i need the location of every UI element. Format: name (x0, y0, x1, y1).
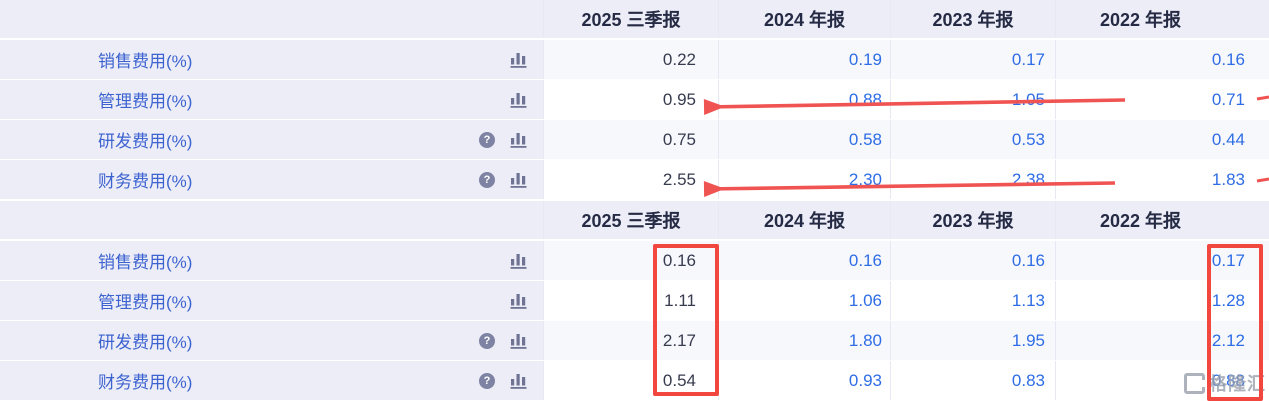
value-cell: 0.54 (543, 361, 718, 400)
table-row: 销售费用(%) 0.16 0.16 0.16 0.17 (0, 241, 1269, 281)
row-label-cell: 销售费用(%) (0, 241, 543, 280)
value-cell: 0.17 (1055, 241, 1269, 280)
bar-chart-icon[interactable] (510, 292, 527, 309)
expense-ratio-table-2: 2025 三季报 2024 年报 2023 年报 2022 年报销售费用(%) 0.16… (0, 201, 1269, 401)
header-corner-cell (0, 201, 543, 239)
table-row: 管理费用(%) 1.11 1.06 1.13 1.28 (0, 281, 1269, 321)
expense-ratio-table-1: 2025 三季报 2024 年报 2023 年报 2022 年报销售费用(%) 0.22… (0, 0, 1269, 200)
value-cell: 2.30 (718, 160, 890, 199)
value-cell: 0.16 (718, 241, 890, 280)
bar-chart-icon[interactable] (510, 171, 527, 188)
row-label-cell: 财务费用(%)? (0, 160, 543, 199)
value-cell: 2.38 (890, 160, 1055, 199)
table-header-row: 2025 三季报 2024 年报 2023 年报 2022 年报 (0, 0, 1269, 40)
row-label: 研发费用(%) (98, 132, 193, 151)
bar-chart-icon[interactable] (510, 131, 527, 148)
table-row: 研发费用(%)? 0.75 0.58 0.53 0.44 (0, 120, 1269, 160)
column-header: 2024 年报 (718, 0, 890, 38)
bar-chart-icon[interactable] (510, 51, 527, 68)
row-label: 销售费用(%) (98, 52, 193, 71)
value-cell: 2.17 (543, 321, 718, 360)
help-icon[interactable]: ? (479, 131, 495, 148)
row-label-cell: 研发费用(%)? (0, 120, 543, 159)
value-cell: 0.22 (543, 40, 718, 79)
column-header: 2024 年报 (718, 201, 890, 239)
value-cell: 1.28 (1055, 281, 1269, 320)
value-cell: 2.12 (1055, 321, 1269, 360)
table-row: 财务费用(%)? 2.55 2.30 2.38 1.83 (0, 160, 1269, 200)
value-cell: 0.93 (718, 361, 890, 400)
bar-chart-icon[interactable] (510, 91, 527, 108)
value-cell: 0.58 (718, 120, 890, 159)
table-row: 销售费用(%) 0.22 0.19 0.17 0.16 (0, 40, 1269, 80)
row-label-cell: 管理费用(%) (0, 80, 543, 119)
value-cell: 0.53 (890, 120, 1055, 159)
value-cell: 1.83 (1055, 160, 1269, 199)
value-cell: 2.55 (543, 160, 718, 199)
value-cell: 0.16 (1055, 40, 1269, 79)
value-cell: 0.88 (718, 80, 890, 119)
column-header: 2022 年报 (1055, 201, 1269, 239)
header-corner-cell (0, 0, 543, 38)
value-cell: 1.13 (890, 281, 1055, 320)
help-icon[interactable]: ? (479, 372, 495, 389)
value-cell: 0.88 (1055, 361, 1269, 400)
value-cell: 1.11 (543, 281, 718, 320)
bar-chart-icon[interactable] (510, 372, 527, 389)
row-label-cell: 研发费用(%)? (0, 321, 543, 360)
value-cell: 0.83 (890, 361, 1055, 400)
value-cell: 0.75 (543, 120, 718, 159)
value-cell: 1.80 (718, 321, 890, 360)
value-cell: 0.19 (718, 40, 890, 79)
column-header: 2023 年报 (890, 201, 1055, 239)
value-cell: 0.44 (1055, 120, 1269, 159)
row-label: 研发费用(%) (98, 333, 193, 352)
help-icon[interactable]: ? (479, 332, 495, 349)
row-label: 财务费用(%) (98, 172, 193, 191)
column-header: 2025 三季报 (543, 0, 718, 38)
table-row: 研发费用(%)? 2.17 1.80 1.95 2.12 (0, 321, 1269, 361)
value-cell: 1.06 (718, 281, 890, 320)
row-label-cell: 销售费用(%) (0, 40, 543, 79)
table-row: 财务费用(%)? 0.54 0.93 0.83 0.88 (0, 361, 1269, 401)
row-label-cell: 管理费用(%) (0, 281, 543, 320)
column-header: 2022 年报 (1055, 0, 1269, 38)
row-label: 财务费用(%) (98, 373, 193, 392)
row-label-cell: 财务费用(%)? (0, 361, 543, 400)
row-label: 销售费用(%) (98, 253, 193, 272)
column-header: 2025 三季报 (543, 201, 718, 239)
column-header: 2023 年报 (890, 0, 1055, 38)
table-row: 管理费用(%) 0.95 0.88 1.05 0.71 (0, 80, 1269, 120)
row-label: 管理费用(%) (98, 92, 193, 111)
value-cell: 0.95 (543, 80, 718, 119)
value-cell: 0.71 (1055, 80, 1269, 119)
value-cell: 0.17 (890, 40, 1055, 79)
row-label: 管理费用(%) (98, 293, 193, 312)
bar-chart-icon[interactable] (510, 332, 527, 349)
value-cell: 1.95 (890, 321, 1055, 360)
value-cell: 0.16 (890, 241, 1055, 280)
value-cell: 1.05 (890, 80, 1055, 119)
bar-chart-icon[interactable] (510, 252, 527, 269)
value-cell: 0.16 (543, 241, 718, 280)
help-icon[interactable]: ? (479, 171, 495, 188)
table-header-row: 2025 三季报 2024 年报 2023 年报 2022 年报 (0, 201, 1269, 241)
